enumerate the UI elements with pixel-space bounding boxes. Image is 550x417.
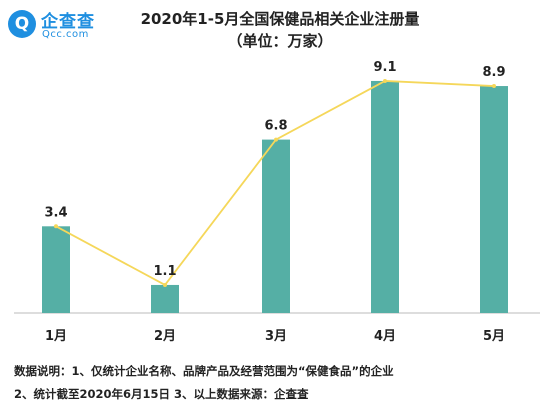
value-label-1: 3.4 bbox=[44, 205, 67, 220]
trend-point-4 bbox=[383, 78, 387, 83]
trend-point-1 bbox=[54, 224, 58, 229]
value-label-5: 8.9 bbox=[482, 65, 505, 80]
data-note-2: 2、统计截至2020年6月15日 3、以上数据来源：企查查 bbox=[14, 387, 309, 401]
x-tick-label-3: 3月 bbox=[265, 329, 287, 344]
chart-title: 2020年1-5月全国保健品相关企业注册量 bbox=[140, 10, 420, 28]
brand-logo: Q 企查查 Qcc.com bbox=[8, 7, 116, 43]
x-tick-label-4: 4月 bbox=[374, 329, 396, 344]
logo-english-text: Qcc.com bbox=[42, 29, 89, 40]
x-tick-label-1: 1月 bbox=[45, 329, 67, 344]
bar-1 bbox=[42, 226, 70, 313]
value-label-4: 9.1 bbox=[373, 60, 396, 75]
chart-unit: （单位：万家） bbox=[227, 32, 333, 50]
bar-3 bbox=[262, 139, 290, 313]
x-tick-label-2: 2月 bbox=[154, 329, 176, 344]
trend-point-3 bbox=[274, 137, 278, 142]
trend-point-2 bbox=[163, 282, 167, 287]
logo-chinese-text: 企查查 bbox=[41, 12, 95, 32]
data-note-1: 数据说明：1、仅统计企业名称、品牌产品及经营范围为“保健食品”的企业 bbox=[14, 364, 394, 378]
bar-5 bbox=[480, 86, 508, 313]
qcc-logo-icon: Q bbox=[8, 10, 36, 38]
bar-2 bbox=[151, 284, 179, 313]
value-label-2: 1.1 bbox=[153, 264, 176, 279]
value-label-3: 6.8 bbox=[264, 119, 287, 134]
bar-4 bbox=[371, 80, 399, 313]
x-tick-label-5: 5月 bbox=[483, 329, 505, 344]
trend-point-5 bbox=[492, 84, 496, 89]
